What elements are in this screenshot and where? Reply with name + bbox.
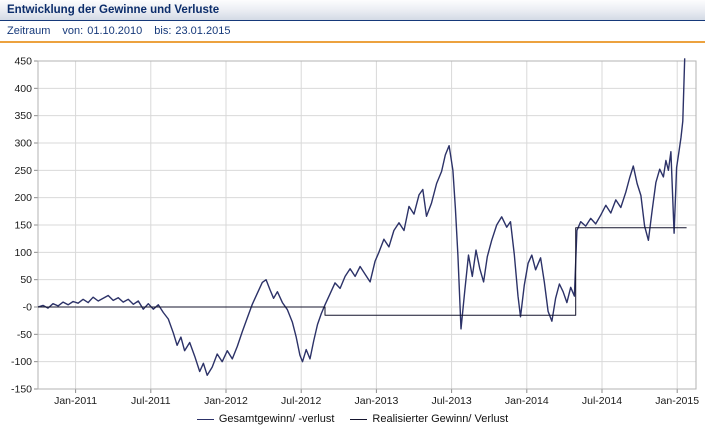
svg-text:Jan-2015: Jan-2015 — [655, 395, 699, 405]
realized-line-icon — [350, 418, 368, 420]
svg-text:-150: -150 — [11, 384, 32, 396]
svg-text:Jan-2012: Jan-2012 — [204, 395, 248, 405]
svg-text:150: 150 — [14, 220, 32, 232]
svg-text:100: 100 — [14, 247, 32, 259]
period-from-value: 01.10.2010 — [87, 25, 143, 37]
period-label: Zeitraum — [7, 25, 51, 37]
accent-divider — [0, 41, 705, 43]
report-header: Entwicklung der Gewinne und Verluste — [0, 0, 705, 21]
chart-legend: Gesamtgewinn/ -verlust Realisierter Gewi… — [0, 410, 705, 425]
page-title: Entwicklung der Gewinne und Verluste — [7, 4, 220, 16]
period-to-label: bis: — [154, 25, 172, 37]
svg-text:Jan-2013: Jan-2013 — [355, 395, 399, 405]
legend-item-realisiert: Realisierter Gewinn/ Verlust — [350, 413, 508, 425]
svg-text:Jan-2011: Jan-2011 — [54, 395, 97, 405]
svg-text:-0: -0 — [23, 302, 32, 314]
profit-loss-line-chart: 450 400 350 300 250 200 150 100 50 -0 -50 -100 -150 J… — [11, 56, 699, 408]
total-line-icon — [196, 418, 214, 420]
svg-text:350: 350 — [14, 110, 32, 122]
svg-text:-50: -50 — [17, 329, 32, 341]
svg-text:-100: -100 — [11, 356, 32, 368]
svg-text:200: 200 — [14, 192, 32, 204]
period-to-value: 23.01.2015 — [175, 25, 231, 37]
svg-text:250: 250 — [14, 165, 32, 177]
legend-label-realized: Realisierter Gewinn/ Verlust — [372, 413, 509, 425]
svg-text:300: 300 — [14, 138, 32, 150]
period-from-label: von: — [62, 25, 84, 37]
legend-label-total: Gesamtgewinn/ -verlust — [218, 413, 335, 425]
svg-text:Jul-2013: Jul-2013 — [431, 395, 471, 405]
svg-text:Jan-2014: Jan-2014 — [505, 395, 549, 405]
period-row: Zeitraum von: 01.10.2010 bis: 23.01.2015 — [0, 21, 705, 41]
chart-container: 450 400 350 300 250 200 150 100 50 -0 -50 -100 -150 J… — [0, 43, 705, 425]
svg-text:Jul-2014: Jul-2014 — [582, 395, 622, 405]
legend-item-gesamtgewinn: Gesamtgewinn/ -verlust — [196, 413, 335, 425]
svg-text:450: 450 — [14, 56, 32, 68]
svg-text:Jul-2012: Jul-2012 — [281, 395, 321, 405]
svg-text:400: 400 — [14, 83, 32, 95]
svg-text:50: 50 — [20, 274, 32, 286]
svg-text:Jul-2011: Jul-2011 — [131, 395, 171, 405]
